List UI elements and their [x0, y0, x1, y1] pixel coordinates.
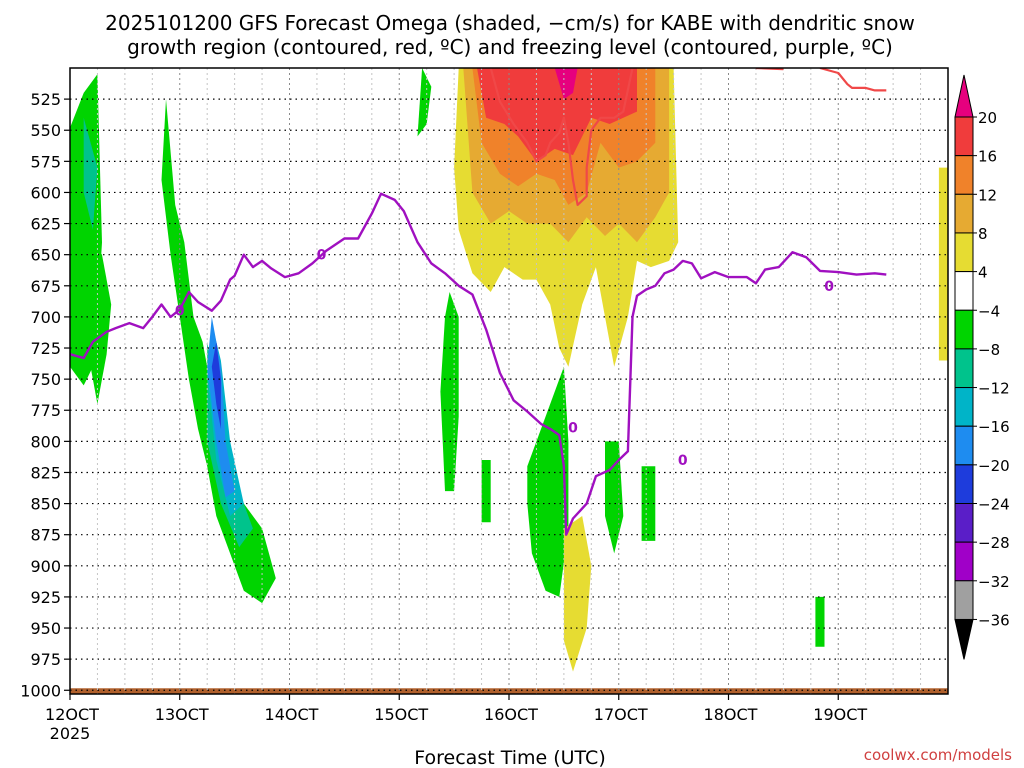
x-tick-sublabel-year: 2025 [50, 724, 91, 743]
colorbar-label-8: −16 [978, 418, 1010, 436]
colorbar-label-3: 8 [978, 225, 988, 243]
y-tick-label-925: 925 [30, 588, 61, 607]
y-tick-label-750: 750 [30, 370, 61, 389]
x-tick-label-18OCT: 18OCT [704, 705, 758, 724]
colorbar-label-0: 20 [978, 109, 997, 127]
colorbar-label-1: 16 [978, 148, 997, 166]
colorbar-band-0 [954, 116, 974, 157]
colorbar-band-4 [954, 271, 974, 311]
colorbar-label-7: −12 [978, 380, 1010, 398]
colorbar-label-2: 12 [978, 186, 997, 204]
x-tick-label-14OCT: 14OCT [265, 705, 319, 724]
colorbar-band-10 [954, 503, 974, 543]
grid-layer [70, 68, 948, 694]
chart-title-line-2: growth region (contoured, red, ºC) and f… [127, 35, 893, 59]
y-tick-label-650: 650 [30, 246, 61, 265]
y-tick-label-825: 825 [30, 463, 61, 482]
omega-region-20 [477, 68, 637, 162]
freezing-level-contour-label-4: 0 [824, 279, 834, 295]
y-tick-label-700: 700 [30, 308, 61, 327]
colorbar-bottom-triangle [954, 618, 974, 660]
colorbar-band-3 [954, 232, 974, 273]
omega-region-4 [440, 292, 459, 492]
omega-region-10 [83, 117, 98, 230]
colorbar-label-5: −4 [978, 302, 1000, 320]
omega-region-16 [563, 516, 592, 672]
omega-region-1 [83, 229, 112, 404]
x-tick-label-13OCT: 13OCT [155, 705, 209, 724]
x-tick-label-12OCT: 12OCT [45, 705, 99, 724]
y-tick-label-625: 625 [30, 215, 61, 234]
axis-layer: 525 550 575 600 625 650 675 700 725 750 775 800 825 8… [20, 67, 949, 743]
colorbar-band-1 [954, 155, 974, 195]
freezing-level-line [70, 192, 887, 536]
omega-region-2 [161, 99, 276, 604]
omega-region-5 [527, 366, 569, 597]
y-tick-label-800: 800 [30, 432, 61, 451]
chart-title-line-1: 2025101200 GFS Forecast Omega (shaded, −… [105, 11, 915, 35]
colorbar-band-7 [954, 387, 974, 427]
omega-region-6 [481, 460, 491, 523]
dendritic-contour-0 [489, 68, 634, 206]
freezing-level-contour-label-1: 0 [317, 248, 327, 264]
colorbar-label-9: −20 [978, 457, 1010, 475]
y-tick-label-575: 575 [30, 152, 61, 171]
y-tick-label-775: 775 [30, 401, 61, 420]
colorbar-label-6: −8 [978, 341, 1000, 359]
colorbar-band-6 [954, 348, 974, 389]
y-tick-label-850: 850 [30, 495, 61, 514]
freezing-level-contour-label-0: 0 [175, 304, 185, 320]
colorbar-band-12 [954, 580, 974, 620]
freezing-level-contour-label-3: 0 [678, 453, 688, 469]
dendritic-contour-1 [819, 68, 887, 92]
colorbar-band-5 [954, 309, 974, 350]
contour-layer: 0 0 0 0 0 [70, 68, 887, 536]
colorbar-label-12: −32 [978, 573, 1010, 591]
colorbar-label-4: 4 [978, 264, 988, 282]
y-tick-label-900: 900 [30, 557, 61, 576]
y-tick-label-950: 950 [30, 619, 61, 638]
colorbar-label-10: −24 [978, 496, 1010, 514]
omega-region-17 [938, 167, 948, 361]
x-tick-label-19OCT: 19OCT [813, 705, 867, 724]
freezing-level-contour-label-2: 0 [568, 421, 578, 437]
y-tick-label-725: 725 [30, 339, 61, 358]
omega-region-3 [417, 68, 432, 137]
colorbar-label-11: −28 [978, 534, 1010, 552]
surface-ground-band [70, 688, 948, 694]
y-tick-label-675: 675 [30, 277, 61, 296]
x-tick-label-17OCT: 17OCT [594, 705, 648, 724]
y-tick-label-550: 550 [30, 121, 61, 140]
colorbar-top-triangle [954, 74, 974, 118]
x-tick-label-15OCT: 15OCT [374, 705, 428, 724]
x-axis-label: Forecast Time (UTC) [414, 747, 605, 768]
colorbar: 20 16 12 8 4 −4 −8 −12 −16 −20 −24 −28 −32 −36 [954, 74, 1010, 660]
omega-shading-layer [70, 68, 948, 694]
y-tick-label-600: 600 [30, 183, 61, 202]
colorbar-band-8 [954, 425, 974, 466]
colorbar-label-13: −36 [978, 611, 1010, 629]
colorbar-band-2 [954, 193, 974, 234]
omega-region-21 [554, 68, 578, 100]
colorbar-band-9 [954, 464, 974, 505]
colorbar-band-11 [954, 541, 974, 582]
credit-text: coolwx.com/models [864, 746, 1012, 764]
y-tick-label-1000: 1000 [20, 681, 61, 700]
y-tick-label-975: 975 [30, 650, 61, 669]
omega-region-14 [211, 341, 221, 429]
y-tick-label-525: 525 [30, 90, 61, 109]
y-tick-label-875: 875 [30, 526, 61, 545]
omega-region-9 [815, 596, 825, 647]
x-tick-label-16OCT: 16OCT [484, 705, 538, 724]
